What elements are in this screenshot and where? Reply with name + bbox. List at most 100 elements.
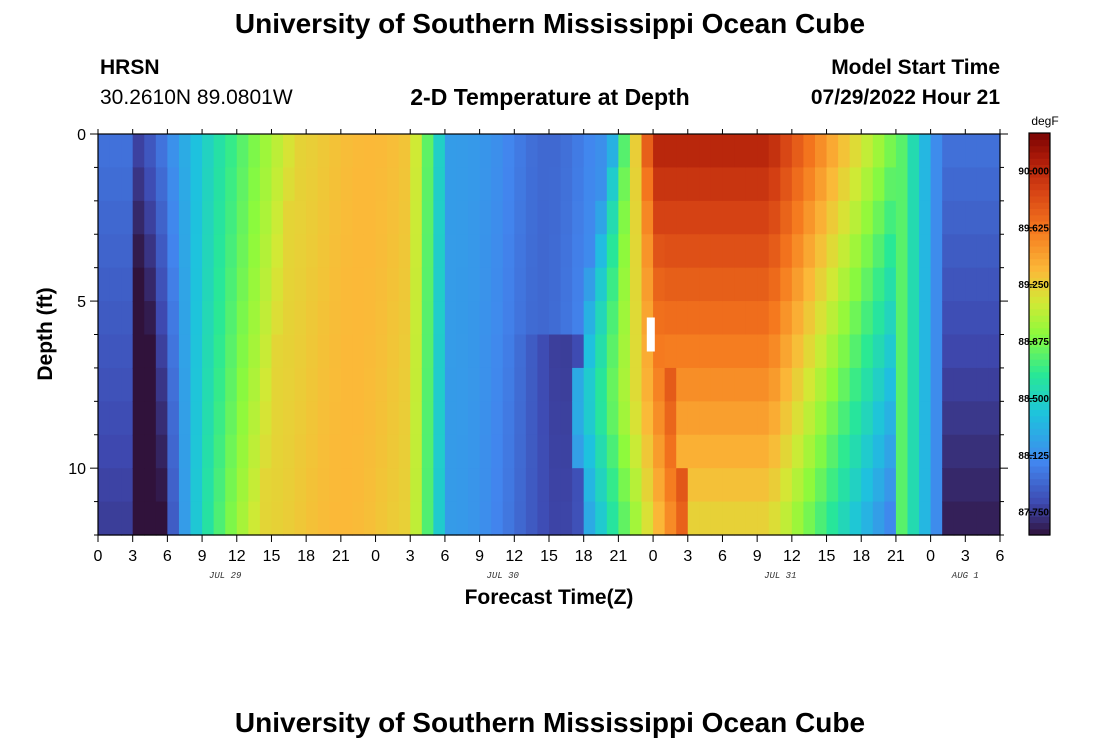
heatmap-cell — [653, 468, 666, 503]
heatmap-cell — [965, 167, 978, 202]
heatmap-cell — [629, 234, 643, 269]
heatmap-cell — [583, 434, 596, 469]
heatmap-cell — [306, 401, 319, 436]
heatmap-cell — [294, 200, 307, 235]
heatmap-cell — [629, 200, 643, 235]
heatmap-cell — [225, 401, 238, 436]
heatmap-cell — [572, 367, 585, 402]
heatmap-cell — [479, 167, 492, 202]
heatmap-cell — [907, 334, 920, 369]
heatmap-cell — [618, 234, 631, 269]
heatmap-cell — [965, 367, 978, 402]
heatmap-cell — [814, 468, 828, 503]
heatmap-cell — [433, 200, 446, 235]
heatmap-cell — [248, 501, 261, 536]
heatmap-cell — [178, 434, 192, 469]
heatmap-cell — [468, 501, 481, 536]
heatmap-cell — [317, 267, 330, 302]
heatmap-cell — [98, 468, 111, 503]
heatmap-cell — [583, 167, 596, 202]
heatmap-cell — [167, 301, 180, 336]
heatmap-cell — [167, 367, 180, 402]
heatmap-cell — [236, 301, 249, 336]
model-start-label: Model Start Time — [831, 56, 1000, 79]
heatmap-cell — [329, 501, 342, 536]
heatmap-cell — [734, 301, 747, 336]
heatmap-cell — [919, 501, 932, 536]
heatmap-cell — [549, 401, 562, 436]
heatmap-cell — [988, 501, 1001, 536]
heatmap-cell — [861, 301, 874, 336]
heatmap-cell — [919, 367, 932, 402]
heatmap-cell — [248, 301, 261, 336]
x-tick-label: 18 — [575, 548, 593, 565]
heatmap-cell — [514, 134, 527, 169]
heatmap-cell — [745, 134, 758, 169]
y-tick-label: 0 — [77, 127, 86, 144]
heatmap-cell — [583, 334, 596, 369]
heatmap-cell — [398, 501, 411, 536]
heatmap-cell — [676, 367, 689, 402]
heatmap-cell — [757, 267, 770, 302]
heatmap-cell — [572, 401, 585, 436]
colorbar-segment — [1029, 283, 1050, 291]
heatmap-cell — [98, 134, 111, 169]
heatmap-cell — [895, 267, 909, 302]
heatmap-cell — [236, 200, 249, 235]
heatmap-cell — [595, 134, 608, 169]
heatmap-cell — [109, 134, 122, 169]
heatmap-cell — [248, 167, 261, 202]
heatmap-cell — [699, 434, 712, 469]
heatmap-cell — [791, 267, 805, 302]
x-date-label: JUL 30 — [487, 571, 520, 581]
heatmap-cell — [178, 267, 192, 302]
heatmap-cell — [410, 434, 423, 469]
heatmap-cell — [919, 468, 932, 503]
colorbar-tick-label: 89.250 — [1018, 280, 1049, 291]
heatmap-cell — [664, 434, 677, 469]
heatmap-cell — [780, 367, 793, 402]
heatmap-cell — [144, 134, 157, 169]
heatmap-cell — [953, 434, 966, 469]
heatmap-cell — [456, 501, 469, 536]
heatmap-cell — [375, 134, 388, 169]
heatmap-cell — [710, 134, 724, 169]
heatmap-cell — [190, 468, 203, 503]
heatmap-cells — [98, 134, 1001, 536]
heatmap-cell — [942, 234, 955, 269]
heatmap-cell — [421, 367, 434, 402]
colorbar-segment — [1029, 139, 1050, 147]
heatmap-cell — [953, 234, 966, 269]
heatmap-cell — [109, 267, 122, 302]
heatmap-cell — [283, 234, 296, 269]
x-date-label: JUL 29 — [209, 571, 242, 581]
heatmap-cell — [479, 501, 492, 536]
heatmap-cell — [965, 200, 978, 235]
heatmap-cell — [953, 334, 966, 369]
heatmap-cell — [329, 468, 342, 503]
heatmap-cell — [814, 200, 828, 235]
heatmap-cell — [317, 167, 330, 202]
heatmap-cell — [109, 501, 122, 536]
heatmap-cell — [421, 334, 434, 369]
heatmap-cell — [583, 401, 596, 436]
heatmap-cell — [398, 134, 411, 169]
colorbar-tick-label: 88.500 — [1018, 394, 1049, 405]
heatmap-cell — [491, 234, 504, 269]
heatmap-cell — [468, 301, 481, 336]
heatmap-cell — [849, 200, 862, 235]
heatmap-cell — [583, 367, 596, 402]
heatmap-cell — [444, 234, 458, 269]
heatmap-cell — [317, 334, 330, 369]
heatmap-cell — [919, 401, 932, 436]
heatmap-cell — [421, 167, 434, 202]
heatmap-cell — [225, 301, 238, 336]
heatmap-cell — [421, 267, 434, 302]
heatmap-cell — [803, 200, 816, 235]
heatmap-cell — [976, 434, 990, 469]
heatmap-cell — [525, 468, 539, 503]
heatmap-cell — [410, 301, 423, 336]
heatmap-cell — [745, 234, 758, 269]
heatmap-cell — [838, 367, 851, 402]
heatmap-cell — [109, 434, 122, 469]
